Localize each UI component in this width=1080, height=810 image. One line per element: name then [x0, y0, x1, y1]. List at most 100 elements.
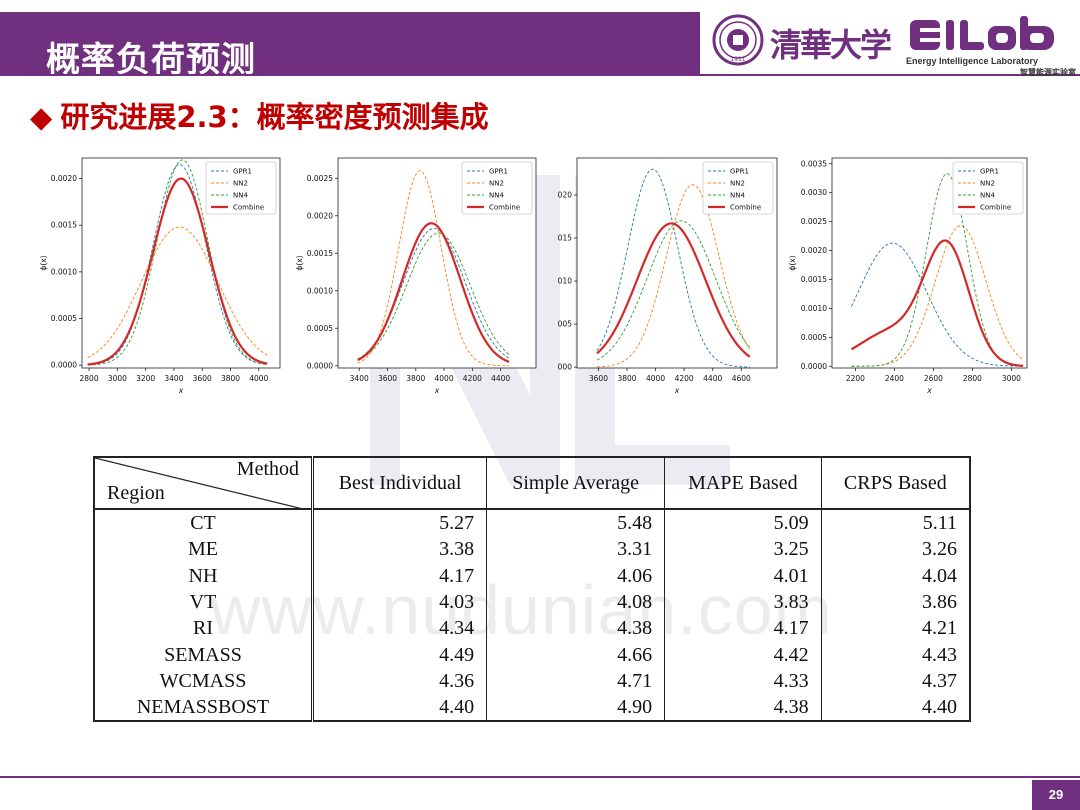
legend-box: [205, 161, 277, 215]
x-tick-label: 3600: [589, 374, 608, 383]
region-cell: WCMASS: [93, 667, 313, 695]
header-bar: 概率负荷预测: [0, 12, 700, 80]
legend-label: NN2: [980, 180, 995, 188]
lab-chinese-name: 智慧能源实验室: [1020, 68, 1076, 77]
value-cell: 3.86: [820, 588, 971, 616]
seal-year: 1911: [730, 56, 745, 63]
x-tick-label: 2800: [80, 374, 99, 383]
value-cell: 4.43: [820, 641, 971, 668]
density-chart-3: 3600 3800 4000 4200 4400 4600 000 005 010 015 020 x…: [558, 157, 778, 395]
x-tick-label: 3000: [108, 374, 127, 383]
legend-label: Combine: [233, 204, 264, 212]
legend-label: Combine: [980, 204, 1011, 212]
x-tick-label: 4600: [732, 374, 751, 383]
x-tick-label: 4000: [646, 374, 665, 383]
y-axis-label: ϕ(x): [39, 255, 48, 270]
x-tick-label: 3800: [617, 374, 636, 383]
x-axis-label: x: [926, 386, 932, 395]
value-cell: 4.90: [486, 694, 665, 723]
header-divider: [0, 74, 1080, 76]
series-line-nn2: [87, 226, 268, 358]
y-tick-label: 0.0030: [801, 188, 827, 197]
university-name: 清華大学: [770, 26, 892, 64]
page-title: 概率负荷预测: [46, 40, 256, 80]
eilab-logo-icon: [910, 16, 1054, 50]
value-cell: 4.38: [664, 694, 822, 723]
corner-diagonal-line: [95, 458, 308, 510]
density-chart-2: 3400 3600 3800 4000 4200 4400 0.0000 0.0005 0.00…: [295, 157, 537, 395]
value-cell: 3.38: [310, 536, 487, 563]
series-line-combine: [87, 177, 268, 366]
y-tick-label: 005: [558, 320, 573, 329]
y-tick-label: 0.0005: [801, 333, 827, 342]
x-tick-label: 2200: [846, 374, 865, 383]
x-axis-label: x: [434, 386, 440, 395]
corner-method-label: Method: [236, 458, 299, 480]
page-number: 29: [1032, 780, 1080, 810]
table-row: ME 3.38 3.31 3.25 3.26: [93, 536, 971, 563]
value-cell: 4.40: [820, 694, 971, 723]
series-line-gpr1: [87, 164, 268, 366]
table-row: VT 4.03 4.08 3.83 3.86: [93, 588, 971, 616]
value-cell: 4.21: [820, 615, 971, 642]
value-cell: 4.38: [486, 615, 665, 642]
value-cell: 5.48: [486, 509, 665, 537]
legend-label: NN4: [980, 192, 995, 200]
y-tick-label: 0.0010: [307, 286, 333, 295]
section-heading: ◆ 研究进展2.3：概率密度预测集成: [30, 94, 489, 136]
region-cell: NH: [93, 562, 313, 589]
value-cell: 3.26: [820, 536, 971, 563]
table-row: CT 5.27 5.48 5.09 5.11: [93, 509, 971, 537]
y-tick-label: 0.0000: [51, 361, 77, 370]
y-tick-label: 0.0005: [307, 324, 333, 333]
diamond-bullet-icon: ◆: [30, 100, 53, 134]
table-row: SEMASS 4.49 4.66 4.42 4.43: [93, 641, 971, 668]
x-tick-label: 4400: [703, 374, 722, 383]
y-tick-label: 0.0015: [51, 221, 77, 230]
university-seal-icon: 1911: [712, 14, 764, 66]
region-cell: VT: [93, 588, 313, 616]
legend-box: [461, 161, 533, 215]
legend-label: GPR1: [980, 168, 999, 176]
value-cell: 3.25: [664, 536, 822, 563]
series-line-nn2: [596, 184, 751, 368]
x-tick-label: 3200: [136, 374, 155, 383]
x-tick-label: 3600: [193, 374, 212, 383]
y-tick-label: 0.0010: [801, 304, 827, 313]
value-cell: 4.03: [310, 588, 487, 616]
table-header-row: Method Region Best Individual Simple Ave…: [93, 456, 971, 510]
value-cell: 4.06: [486, 562, 665, 589]
value-cell: 5.09: [664, 509, 822, 537]
y-tick-label: 000: [558, 363, 573, 372]
y-axis-label: ϕ(x): [788, 255, 797, 270]
legend-label: NN4: [489, 192, 504, 200]
series-line-nn2: [851, 225, 1024, 367]
x-tick-label: 2800: [963, 374, 982, 383]
column-header: MAPE Based: [664, 456, 822, 510]
region-cell: NEMASSBOST: [93, 694, 313, 723]
value-cell: 4.33: [664, 667, 822, 695]
y-tick-label: 0.0020: [51, 174, 77, 183]
y-tick-label: 0.0025: [307, 174, 333, 183]
x-tick-label: 4000: [435, 374, 454, 383]
value-cell: 3.83: [664, 588, 822, 616]
y-tick-label: 010: [558, 277, 573, 286]
x-tick-label: 3000: [1002, 374, 1021, 383]
series-line-nn4: [87, 159, 268, 366]
lab-english-name: Energy Intelligence Laboratory: [906, 56, 1039, 66]
x-tick-label: 3800: [406, 374, 425, 383]
y-tick-label: 0.0000: [307, 361, 333, 370]
series-line-nn2: [357, 170, 510, 367]
y-tick-label: 0.0035: [801, 159, 827, 168]
x-tick-label: 3400: [350, 374, 369, 383]
legend-label: NN4: [730, 192, 745, 200]
value-cell: 4.08: [486, 588, 665, 616]
series-line-combine: [850, 239, 1024, 367]
y-tick-label: 0.0015: [307, 249, 333, 258]
y-tick-label: 0.0000: [801, 362, 827, 371]
x-tick-label: 3800: [221, 374, 240, 383]
series-line-nn4: [357, 232, 510, 361]
value-cell: 4.71: [486, 667, 665, 695]
y-tick-label: 0.0010: [51, 267, 77, 276]
results-table: Method Region Best Individual Simple Ave…: [93, 456, 971, 723]
